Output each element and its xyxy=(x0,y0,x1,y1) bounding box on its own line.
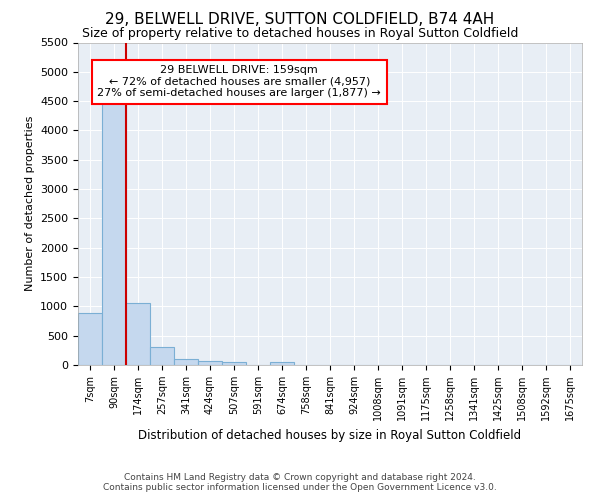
Text: Size of property relative to detached houses in Royal Sutton Coldfield: Size of property relative to detached ho… xyxy=(82,28,518,40)
Bar xyxy=(102,98,126,365)
Bar xyxy=(126,303,150,365)
Bar xyxy=(270,362,294,365)
Text: 29, BELWELL DRIVE, SUTTON COLDFIELD, B74 4AH: 29, BELWELL DRIVE, SUTTON COLDFIELD, B74… xyxy=(106,12,494,28)
Bar xyxy=(150,348,174,365)
X-axis label: Distribution of detached houses by size in Royal Sutton Coldfield: Distribution of detached houses by size … xyxy=(139,428,521,442)
Y-axis label: Number of detached properties: Number of detached properties xyxy=(25,116,35,292)
Bar xyxy=(78,314,102,365)
Bar xyxy=(198,360,222,365)
Text: 29 BELWELL DRIVE: 159sqm
← 72% of detached houses are smaller (4,957)
27% of sem: 29 BELWELL DRIVE: 159sqm ← 72% of detach… xyxy=(97,65,381,98)
Bar xyxy=(174,360,198,365)
Bar xyxy=(222,362,246,365)
Text: Contains HM Land Registry data © Crown copyright and database right 2024.
Contai: Contains HM Land Registry data © Crown c… xyxy=(103,473,497,492)
